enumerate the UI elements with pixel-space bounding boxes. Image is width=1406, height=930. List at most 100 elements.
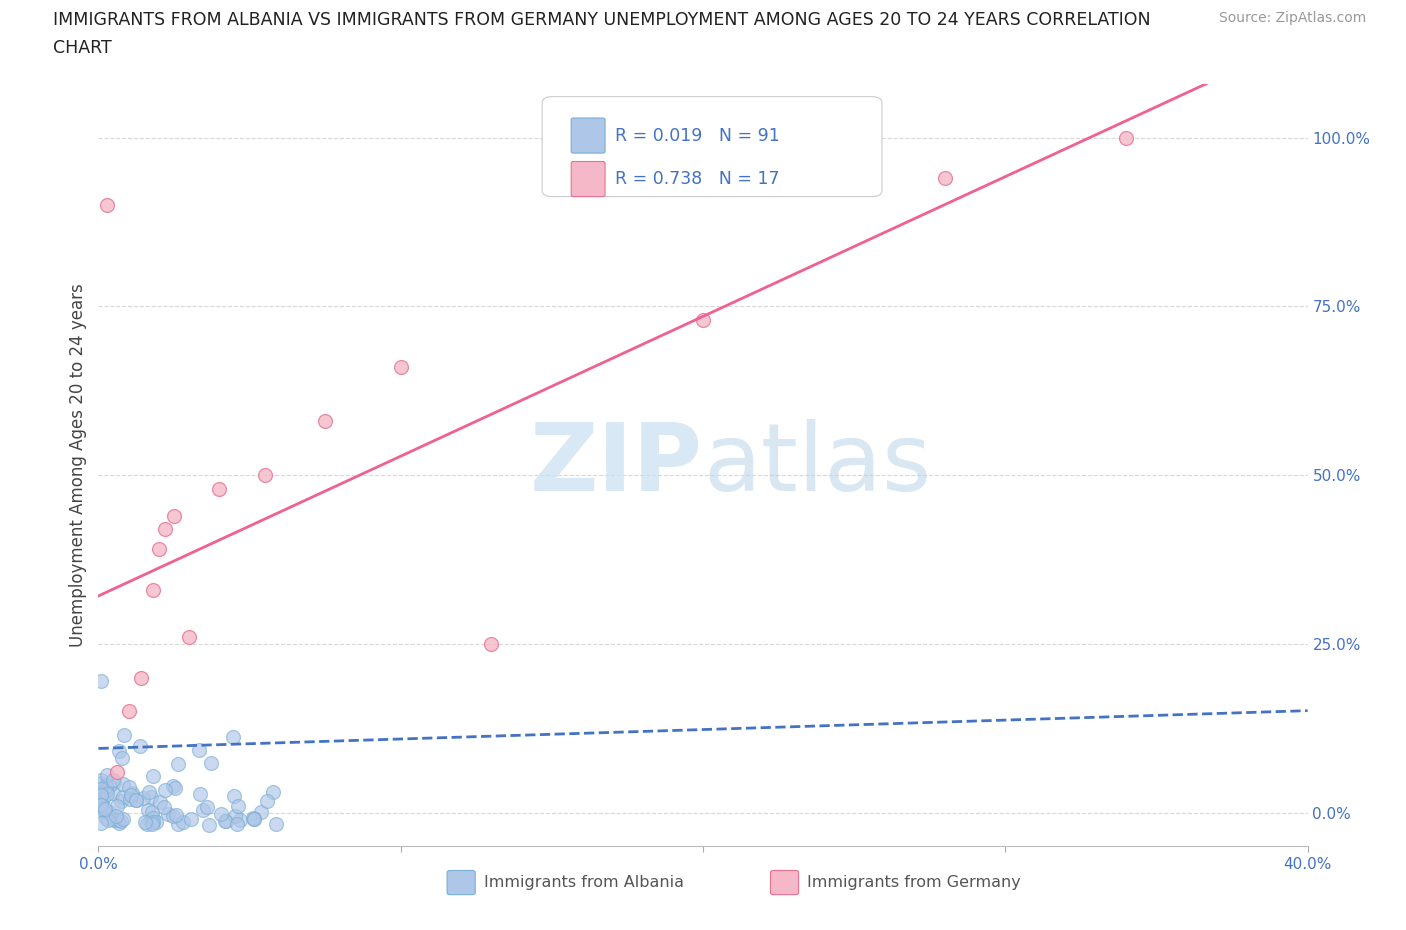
Point [200,756,222,771]
Point [214,814,236,829]
Point [142,811,165,826]
Point [167,817,190,831]
Point [167,756,190,771]
Point [91,791,114,806]
Point [132,790,155,805]
Point [118,704,141,719]
Text: Immigrants from Albania: Immigrants from Albania [484,875,683,890]
Point [156,807,179,822]
Point [97,812,120,827]
Point [120,788,142,803]
Point [90,788,112,803]
Point [138,785,160,800]
Point [155,783,177,798]
Point [107,816,129,830]
Point [145,814,167,829]
Point [256,794,278,809]
Point [153,522,176,537]
Point [134,815,156,830]
Point [179,630,201,644]
Point [264,817,287,831]
Point [108,744,131,759]
Text: atlas: atlas [703,419,931,511]
Point [228,813,250,828]
Point [389,360,412,375]
Point [191,803,214,817]
Point [142,815,165,830]
Point [141,817,163,831]
Point [90,673,112,688]
Point [125,792,148,807]
Point [94,802,117,817]
Point [692,312,714,327]
Point [111,790,134,804]
Point [153,800,176,815]
Point [208,481,231,496]
Point [934,171,956,186]
Point [110,793,132,808]
Point [141,804,163,819]
Point [226,817,249,831]
Point [93,804,115,818]
Point [101,773,124,788]
Point [118,780,141,795]
Point [136,817,159,831]
Point [188,743,211,758]
Point [90,786,112,801]
Y-axis label: Unemployment Among Ages 20 to 24 years: Unemployment Among Ages 20 to 24 years [69,283,87,647]
Point [90,782,112,797]
Point [172,814,194,829]
Point [142,582,165,597]
Point [90,797,112,812]
Text: R = 0.738   N = 17: R = 0.738 N = 17 [614,170,779,188]
Point [96,786,118,801]
Point [105,764,128,779]
Point [90,797,112,812]
Point [149,795,172,810]
Point [129,671,152,685]
Point [129,739,152,754]
Text: CHART: CHART [53,39,112,57]
Point [98,804,121,819]
Point [222,729,245,744]
FancyBboxPatch shape [571,162,605,196]
Point [242,811,264,826]
Point [94,779,117,794]
Point [250,804,273,819]
Point [162,778,184,793]
Point [107,812,129,827]
Text: Source: ZipAtlas.com: Source: ZipAtlas.com [1219,11,1367,25]
Point [90,773,112,788]
Point [1115,130,1137,145]
Point [136,803,159,817]
Point [121,786,143,801]
Point [111,811,134,826]
Point [180,812,202,827]
Point [141,790,163,804]
FancyBboxPatch shape [543,97,882,196]
Point [90,795,112,810]
Point [314,414,336,429]
Text: R = 0.019   N = 91: R = 0.019 N = 91 [614,126,779,144]
Point [111,777,134,791]
Point [142,769,165,784]
Point [163,781,186,796]
Point [138,814,160,829]
Text: Immigrants from Germany: Immigrants from Germany [807,875,1021,890]
Point [118,792,141,807]
Point [97,778,120,793]
Point [101,786,124,801]
Point [224,808,246,823]
Point [96,768,118,783]
Point [94,811,117,826]
Point [242,812,264,827]
Point [197,817,219,832]
Point [94,784,117,799]
Point [125,793,148,808]
Point [112,727,135,742]
Text: IMMIGRANTS FROM ALBANIA VS IMMIGRANTS FROM GERMANY UNEMPLOYMENT AMONG AGES 20 TO: IMMIGRANTS FROM ALBANIA VS IMMIGRANTS FR… [53,11,1152,29]
Point [214,814,236,829]
FancyBboxPatch shape [571,118,605,153]
Point [90,816,112,830]
Point [226,799,249,814]
